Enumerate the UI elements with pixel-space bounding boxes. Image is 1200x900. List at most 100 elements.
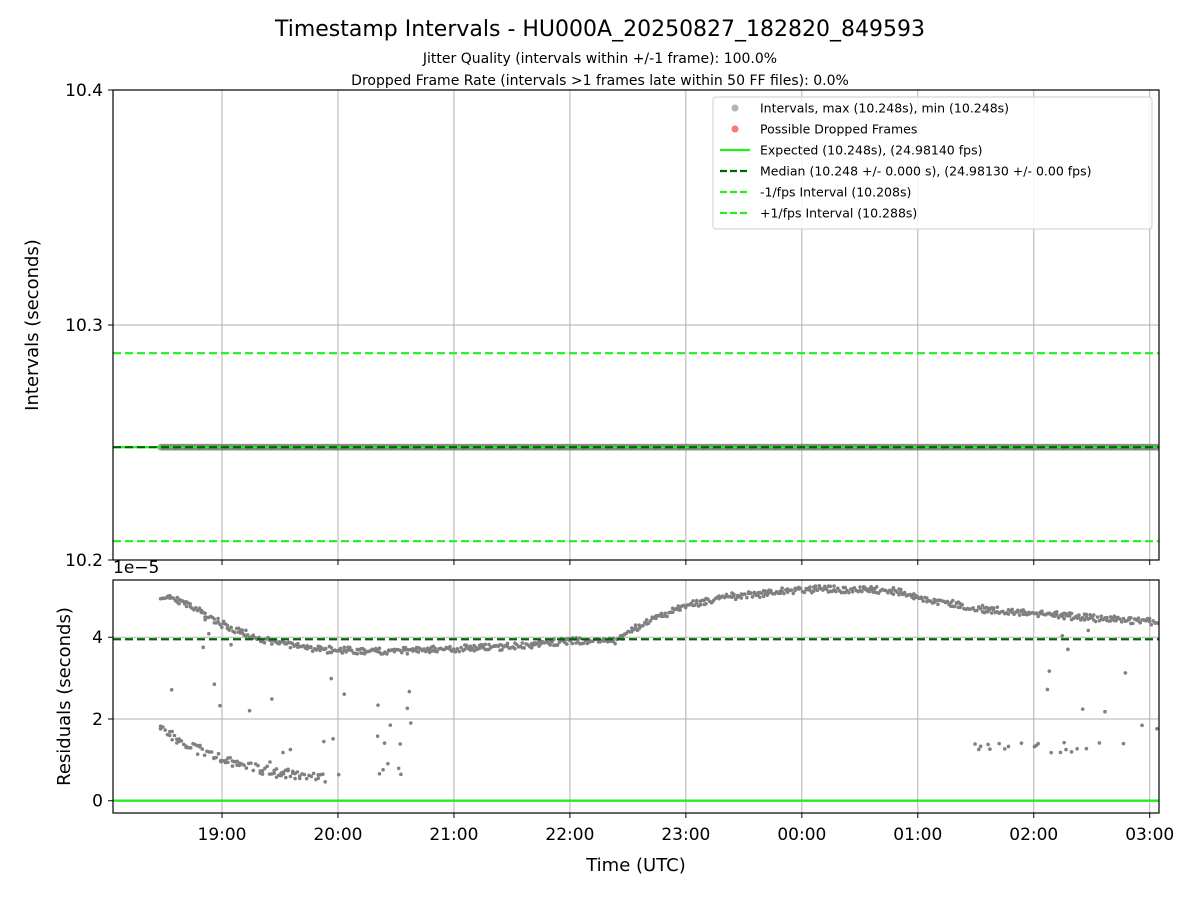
residual-point	[455, 647, 460, 651]
residual-point	[889, 588, 894, 593]
residual-point	[198, 743, 202, 748]
residual-point	[1064, 747, 1068, 752]
top-ytick-label: 10.4	[65, 81, 103, 101]
residual-point	[216, 751, 221, 756]
residual-point	[581, 641, 586, 646]
x-tick-label: 02:00	[1009, 825, 1058, 845]
residual-point	[951, 598, 955, 603]
residual-point	[288, 747, 293, 752]
residual-point	[613, 641, 617, 646]
residual-point	[170, 729, 174, 734]
residual-point	[433, 646, 437, 651]
residual-point	[891, 592, 896, 597]
residual-point	[698, 602, 703, 607]
residual-point	[1093, 619, 1098, 624]
residual-point	[1123, 671, 1128, 675]
bottom-grid	[113, 580, 1159, 813]
x-tick-label: 03:00	[1125, 825, 1174, 845]
residual-point	[648, 619, 653, 623]
residual-point	[422, 647, 426, 651]
residual-point	[1062, 616, 1066, 621]
residual-point	[505, 641, 510, 646]
bottom-ytick-label: 0	[92, 792, 103, 812]
bottom-frame	[112, 579, 1160, 814]
residual-point	[978, 606, 983, 611]
residual-point	[1069, 611, 1074, 616]
residual-point	[973, 742, 977, 746]
residual-point	[331, 737, 335, 741]
bottom-ytick-label: 4	[92, 628, 103, 648]
residual-point	[694, 598, 699, 603]
residual-point	[745, 595, 749, 600]
residual-point	[828, 584, 833, 589]
x-tick-label: 20:00	[313, 825, 362, 845]
offset-label: 1e−5	[113, 558, 159, 578]
residual-point	[459, 645, 463, 650]
residual-point	[288, 774, 293, 779]
residual-point	[1097, 741, 1102, 745]
bottom-y-axis-label: Residuals (seconds)	[54, 607, 75, 786]
residual-point	[251, 768, 256, 773]
residual-point	[309, 774, 314, 779]
residual-point	[260, 772, 265, 776]
residual-point	[283, 775, 288, 780]
residual-point	[281, 750, 285, 755]
residual-point	[1082, 618, 1087, 622]
residual-point	[396, 766, 401, 771]
residual-point	[338, 646, 343, 651]
residual-point	[1006, 612, 1011, 616]
residual-point	[244, 766, 249, 770]
residual-point	[975, 608, 979, 613]
residual-point	[1002, 747, 1007, 751]
residual-point	[385, 652, 389, 656]
residual-point	[1084, 612, 1089, 617]
residual-point	[565, 642, 569, 646]
residual-point	[161, 725, 165, 729]
residual-point	[1069, 750, 1074, 754]
residual-point	[295, 770, 300, 774]
residual-point	[245, 633, 250, 637]
residual-point	[1058, 750, 1063, 755]
residual-point	[163, 728, 167, 732]
residual-point	[296, 641, 300, 646]
residual-point	[268, 760, 272, 764]
residual-point	[195, 752, 200, 757]
residual-point	[399, 772, 403, 777]
residual-point	[435, 649, 439, 654]
chart-subtitle-dropped: Dropped Frame Rate (intervals >1 frames …	[351, 73, 849, 89]
residual-point	[886, 590, 890, 595]
residual-point	[1060, 634, 1065, 638]
residual-point	[641, 623, 645, 628]
legend-entry: Possible Dropped Frames	[760, 122, 917, 137]
residual-point	[1019, 741, 1024, 745]
residual-point	[997, 741, 1002, 746]
residual-point	[272, 771, 276, 776]
residual-point	[1075, 746, 1079, 751]
residual-point	[1105, 615, 1109, 620]
residual-point	[408, 721, 413, 725]
residual-point	[921, 599, 925, 603]
residual-point	[1077, 613, 1081, 617]
legend-marker	[731, 125, 739, 133]
residual-point	[1023, 610, 1027, 615]
residual-point	[214, 755, 219, 760]
residual-point	[1136, 616, 1141, 620]
residual-point	[808, 588, 812, 592]
residual-point	[212, 617, 217, 621]
residual-point	[1095, 615, 1100, 619]
residual-point	[529, 646, 534, 650]
residual-point	[1121, 616, 1126, 621]
residual-point	[206, 631, 211, 636]
residual-points	[158, 584, 1159, 784]
residual-point	[1138, 620, 1143, 625]
residual-point	[463, 647, 467, 652]
x-tick-label: 22:00	[545, 825, 594, 845]
residual-point	[202, 753, 207, 757]
residual-point	[1036, 614, 1040, 619]
residual-point	[376, 703, 380, 707]
residual-point	[1066, 647, 1070, 652]
residual-point	[188, 746, 193, 750]
residual-point	[200, 747, 205, 751]
residual-point	[219, 625, 224, 630]
